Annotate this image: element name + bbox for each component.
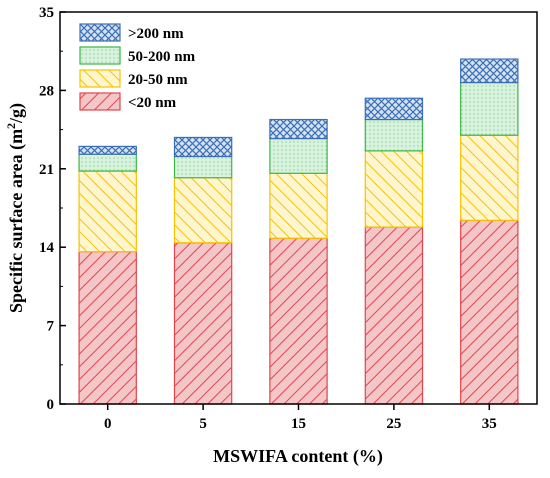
legend-swatch [79,69,121,88]
x-tick-label: 5 [199,416,207,432]
y-axis-title-tail: /g) [6,103,27,124]
y-tick-label: 14 [39,240,55,256]
legend-swatch [79,46,121,65]
ticks-layer: 0 7 14 21 28 35 0 5 15 25 35 [39,5,497,432]
bar-segment-15-series-1 [269,172,328,239]
y-tick-label: 28 [39,83,54,99]
y-axis-title-main: Specific surface area (m [6,129,27,313]
legend-swatch [79,92,121,111]
bar-segment-0-series-3 [78,145,137,155]
legend-swatch [79,23,121,42]
y-axis-title: Specific surface area (m2/g) [4,103,27,313]
bar-segment-5-series-2 [173,155,233,179]
bar-segment-15-series-2 [269,137,328,174]
bar-segment-5-series-3 [173,136,233,158]
x-tick-label: 0 [104,416,112,432]
legend-label: 20-50 nm [128,72,188,88]
legend-label: 50-200 nm [128,49,196,65]
y-tick-label: 35 [39,5,54,21]
bar-segment-25-series-2 [364,118,424,152]
x-tick-label: 15 [291,416,306,432]
y-tick-label: 21 [39,162,54,178]
legend-label: >200 nm [128,26,184,42]
legend: >200 nm 50-200 nm 20-50 nm <20 nm [79,23,196,111]
bar-segment-25-series-1 [364,150,424,228]
x-tick-label: 25 [386,416,401,432]
y-tick-label: 0 [47,397,55,413]
bar-segment-0-series-0 [78,251,137,405]
y-axis-title-sup: 2 [4,123,18,129]
x-axis-title: MSWIFA content (%) [213,446,383,467]
bar-segment-5-series-0 [173,242,233,405]
bar-segment-35-series-3 [460,58,519,84]
bar-segment-35-series-0 [460,219,519,405]
bar-segment-5-series-1 [173,177,233,244]
bars-layer [78,58,519,405]
bar-segment-35-series-1 [460,134,519,221]
x-tick-label: 35 [482,416,497,432]
bar-segment-15-series-0 [269,237,328,405]
bar-segment-15-series-3 [269,118,328,140]
bar-segment-0-series-1 [78,170,137,253]
bar-segment-25-series-3 [364,97,424,121]
y-tick-label: 7 [47,319,55,335]
legend-label: <20 nm [128,95,177,111]
bar-segment-35-series-2 [460,81,519,136]
bar-segment-25-series-0 [364,226,424,405]
bar-segment-0-series-2 [78,153,137,172]
